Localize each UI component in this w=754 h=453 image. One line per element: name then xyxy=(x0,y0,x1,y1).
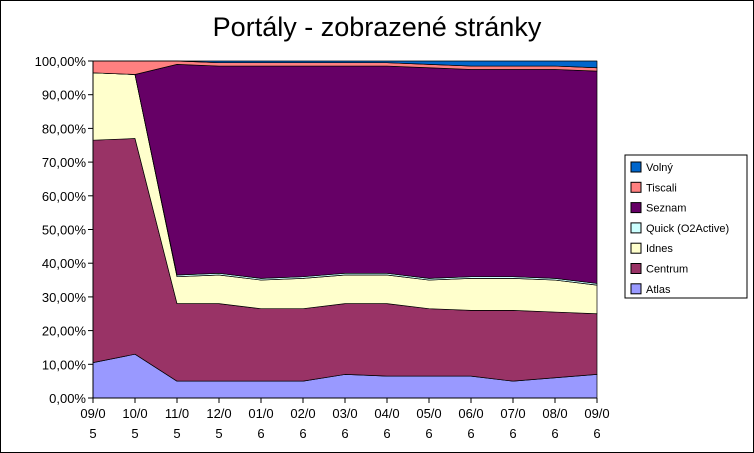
x-tick-label: 03/0 6 xyxy=(332,406,357,441)
x-tick-label: 09/0 5 xyxy=(80,406,105,441)
x-tick-label: 02/0 6 xyxy=(290,406,315,441)
y-tick-label: 90,00% xyxy=(42,88,87,103)
legend-label-tiscali: Tiscali xyxy=(646,182,677,194)
y-tick-label: 50,00% xyxy=(42,223,87,238)
y-tick-label: 0,00% xyxy=(49,391,86,406)
y-tick-labels: 0,00% 10,00% 20,00% 30,00% 40,00% 50,00% 60,00… xyxy=(35,54,87,406)
x-tick-labels: 09/0 5 10/0 5 11/0 5 12/0 5 01/0 6 02/0 6 03/0 6 04/0 6… xyxy=(80,406,609,441)
x-tick-label: 04/0 6 xyxy=(374,406,399,441)
legend-label-atlas: Atlas xyxy=(646,284,671,296)
y-tick-label: 100,00% xyxy=(35,54,87,69)
legend-swatch-seznam xyxy=(630,202,642,214)
x-tick-label: 05/0 6 xyxy=(416,406,441,441)
area-voln xyxy=(92,60,598,69)
legend-swatch-quick-o2active xyxy=(630,222,642,234)
x-tick-label: 09/0 6 xyxy=(584,406,609,441)
legend-swatch-tiscali xyxy=(630,181,642,193)
chart-title: Portály - zobrazené stránky xyxy=(213,12,542,42)
y-tick-label: 30,00% xyxy=(42,290,87,305)
x-tick-label: 08/0 6 xyxy=(542,406,567,441)
x-tick-label: 01/0 6 xyxy=(248,406,273,441)
legend-swatch-centrum xyxy=(630,263,642,274)
legend: Volný Tiscali Seznam Quick (O2Active) Idnes C… xyxy=(624,154,748,299)
y-tick-label: 80,00% xyxy=(42,121,87,136)
legend-label-seznam: Seznam xyxy=(646,203,686,215)
legend-swatch-idnes xyxy=(630,242,642,254)
y-tick-label: 60,00% xyxy=(42,189,87,204)
legend-label-quick-o2active: Quick (O2Active) xyxy=(646,223,729,235)
legend-box xyxy=(624,154,748,299)
series-areas xyxy=(92,60,598,399)
x-tick-label: 07/0 6 xyxy=(500,406,525,441)
x-tick-label: 10/0 5 xyxy=(122,406,147,441)
legend-label-voln: Volný xyxy=(646,162,673,174)
x-tick-label: 12/0 5 xyxy=(206,406,231,441)
y-tick-label: 70,00% xyxy=(42,155,87,170)
legend-swatch-voln xyxy=(630,161,642,173)
legend-label-idnes: Idnes xyxy=(646,243,673,255)
legend-label-centrum: Centrum xyxy=(646,264,688,276)
legend-swatch-atlas xyxy=(630,283,642,295)
y-tick-label: 10,00% xyxy=(42,357,87,372)
x-tick-label: 11/0 5 xyxy=(165,406,189,441)
x-tick-label: 06/0 6 xyxy=(458,406,483,441)
axes xyxy=(88,60,598,403)
y-tick-label: 20,00% xyxy=(42,324,87,339)
y-tick-label: 40,00% xyxy=(42,256,87,271)
